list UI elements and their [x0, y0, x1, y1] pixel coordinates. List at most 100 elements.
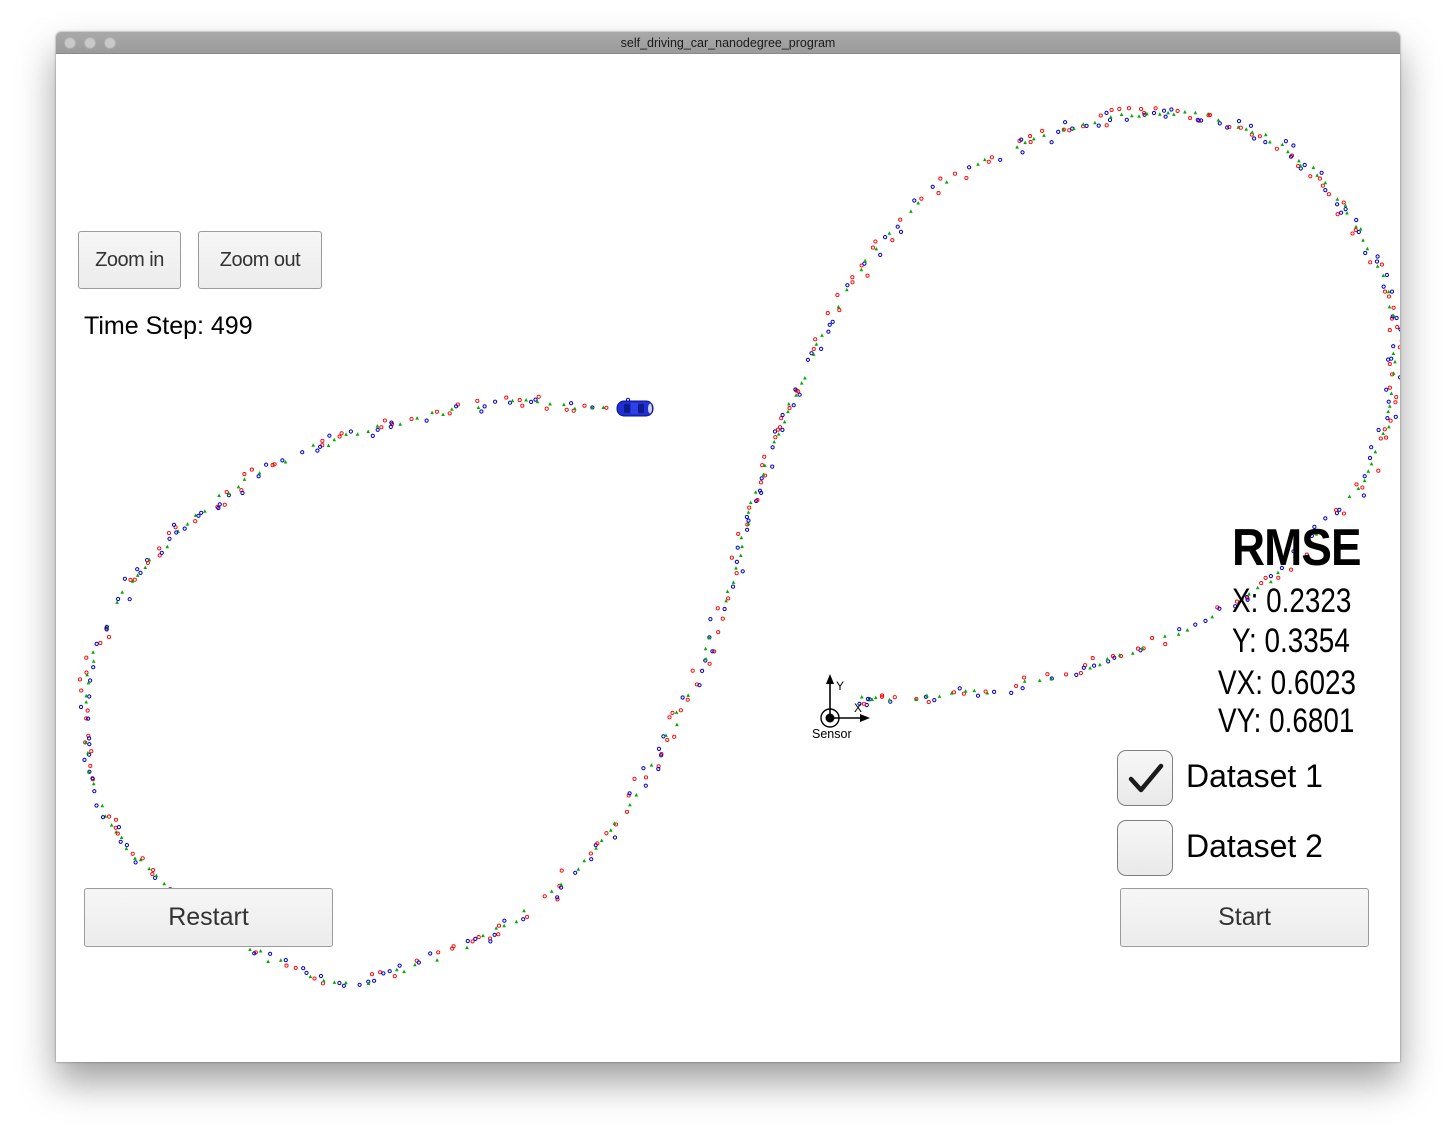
check-icon: [1128, 763, 1164, 793]
estimate-marker: [1386, 289, 1391, 294]
estimate-marker: [1061, 127, 1066, 132]
estimate-marker: [1176, 632, 1181, 636]
rmse-title: RMSE: [1232, 519, 1362, 577]
lidar-measurement-marker: [83, 740, 88, 745]
radar-measurement-marker: [1151, 110, 1157, 116]
lidar-measurement-marker: [476, 935, 481, 940]
radar-measurement-marker: [656, 766, 661, 772]
lidar-measurement-marker: [1378, 436, 1383, 441]
estimate-marker: [909, 209, 913, 213]
rmse-vy: VY: 0.6801: [1218, 702, 1355, 740]
radar-measurement-marker: [643, 783, 648, 788]
estimate-marker: [510, 398, 515, 403]
estimate-marker: [870, 697, 874, 701]
radar-measurement-marker: [124, 843, 130, 848]
estimate-marker: [1391, 313, 1396, 318]
radar-measurement-marker: [780, 412, 785, 418]
radar-measurement-marker: [1323, 188, 1328, 193]
radar-measurement-marker: [1056, 129, 1061, 135]
lidar-measurement-marker: [986, 159, 991, 164]
zoom-out-button[interactable]: Zoom out: [198, 231, 322, 289]
radar-measurement-marker: [388, 424, 393, 429]
radar-measurement-marker: [1161, 108, 1167, 113]
lidar-measurement-marker: [222, 502, 227, 507]
lidar-measurement-marker: [536, 394, 541, 399]
estimate-marker: [746, 521, 751, 526]
lidar-measurement-marker: [729, 555, 734, 560]
close-window-button[interactable]: [64, 37, 76, 49]
lidar-measurement-marker: [1028, 140, 1033, 145]
estimate-marker: [1362, 478, 1367, 483]
radar-measurement-marker: [992, 689, 997, 695]
estimate-marker: [1386, 409, 1390, 414]
estimate-marker: [746, 510, 751, 514]
dataset-1-label[interactable]: Dataset 1: [1186, 758, 1323, 794]
minimize-window-button[interactable]: [84, 37, 96, 49]
lidar-measurement-marker: [98, 640, 103, 646]
estimate-marker: [83, 740, 88, 744]
radar-measurement-marker: [1323, 516, 1328, 521]
lidar-measurement-marker: [892, 695, 897, 700]
estimate-marker: [1389, 391, 1394, 395]
maximize-window-button[interactable]: [104, 37, 116, 49]
radar-measurement-marker: [1009, 690, 1014, 696]
dataset-2-label[interactable]: Dataset 2: [1186, 828, 1323, 864]
estimate-marker: [634, 793, 639, 797]
estimate-marker: [1269, 579, 1273, 584]
estimate-marker: [739, 535, 744, 540]
start-button[interactable]: Start: [1120, 888, 1369, 947]
estimate-marker: [1072, 126, 1076, 130]
estimate-marker: [1381, 273, 1386, 278]
lidar-measurement-marker: [760, 463, 765, 468]
estimate-marker: [133, 856, 137, 860]
estimate-marker: [1373, 449, 1378, 454]
estimate-marker: [311, 443, 315, 447]
restart-button[interactable]: Restart: [84, 888, 333, 947]
radar-measurement-marker: [569, 401, 574, 406]
radar-measurement-marker: [78, 704, 84, 710]
radar-measurement-marker: [1367, 455, 1373, 461]
estimate-marker: [873, 695, 878, 700]
estimate-marker: [415, 416, 419, 420]
zoom-in-button[interactable]: Zoom in: [78, 231, 181, 289]
estimate-marker: [135, 573, 140, 577]
estimate-marker: [1088, 666, 1092, 670]
lidar-measurement-marker: [582, 403, 587, 408]
estimate-marker: [725, 589, 730, 593]
radar-measurement-marker: [1384, 272, 1390, 278]
estimate-marker: [776, 432, 781, 436]
dataset-1-checkbox[interactable]: [1117, 750, 1173, 806]
estimate-marker: [1109, 115, 1113, 119]
estimate-marker: [1250, 130, 1254, 134]
radar-measurement-marker: [174, 530, 179, 535]
lidar-measurement-marker: [837, 308, 842, 313]
estimate-marker: [1343, 203, 1348, 207]
radar-measurement-marker: [1248, 123, 1254, 128]
estimate-marker: [1240, 596, 1245, 600]
estimate-marker: [811, 352, 816, 356]
lidar-measurement-marker: [379, 425, 384, 430]
estimate-marker: [972, 688, 977, 693]
estimate-marker: [308, 974, 313, 979]
lidar-measurement-marker: [339, 431, 344, 436]
lidar-measurement-marker: [157, 546, 162, 551]
estimate-marker: [734, 566, 738, 570]
estimate-marker: [944, 180, 949, 184]
estimate-marker: [1388, 404, 1392, 408]
radar-measurement-marker: [91, 665, 96, 670]
radar-measurement-marker: [280, 458, 285, 463]
radar-measurement-marker: [612, 835, 618, 840]
lidar-measurement-marker: [936, 191, 941, 196]
estimate-marker: [1305, 537, 1309, 541]
estimate-marker: [609, 828, 613, 832]
dataset-2-checkbox[interactable]: [1117, 820, 1173, 876]
estimate-marker: [874, 246, 879, 251]
radar-measurement-marker: [304, 970, 309, 976]
radar-measurement-marker: [318, 444, 323, 449]
estimate-marker: [1365, 246, 1370, 251]
radar-measurement-marker: [357, 982, 362, 987]
lidar-measurement-marker: [1110, 654, 1116, 659]
lidar-measurement-marker: [447, 411, 452, 416]
radar-measurement-marker: [797, 392, 802, 397]
radar-measurement-marker: [740, 569, 745, 574]
